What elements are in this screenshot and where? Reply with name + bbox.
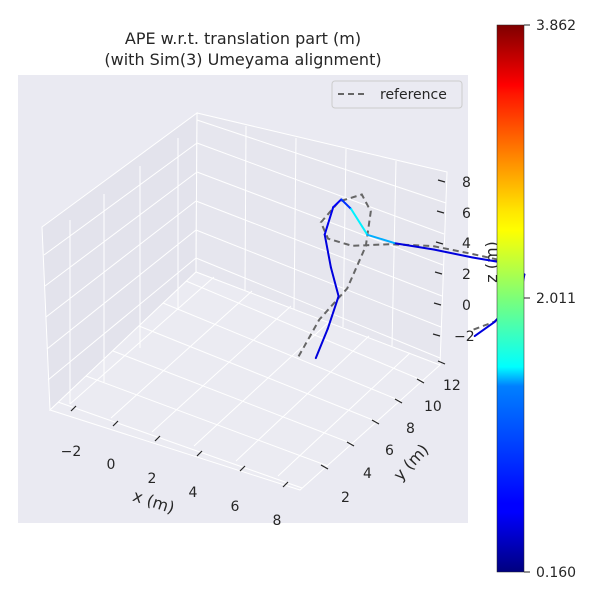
tick-marks	[70, 179, 446, 488]
z-tick-labels: −2 0 2 4 6 8	[454, 175, 475, 345]
chart-title: APE w.r.t. translation part (m)	[125, 29, 361, 48]
colorbar-tick-label-mid: 2.011	[536, 291, 576, 307]
estimate-segment	[323, 206, 335, 236]
estimate-segment	[314, 327, 329, 360]
legend-box	[331, 80, 463, 109]
y-tick-label: 2	[341, 490, 350, 506]
y-tick-label: 12	[443, 378, 461, 394]
pane-group	[41, 112, 448, 491]
colorbar-tick-label-min: 0.160	[536, 565, 576, 581]
z-tick-label: 2	[462, 267, 471, 283]
grid-lines	[43, 119, 447, 489]
y-tick-label: 8	[406, 421, 415, 437]
x-tick-label: 8	[273, 513, 282, 529]
z-tick-label: −2	[454, 329, 475, 345]
estimate-segment	[394, 242, 435, 251]
estimate-segment	[473, 320, 496, 338]
estimate-segment	[350, 208, 369, 236]
estimate-segment	[329, 266, 340, 298]
z-tick-label: 0	[462, 298, 471, 314]
x-tick-label: −2	[61, 444, 82, 460]
y-tick-label: 10	[424, 399, 442, 415]
x-tick-label: 2	[148, 471, 157, 487]
z-axis-label: z (m)	[482, 241, 501, 283]
colorbar: 3.862 2.011 0.160	[496, 18, 576, 581]
legend-label-reference: reference	[380, 87, 447, 103]
x-tick-label: 6	[231, 499, 240, 515]
y-tick-label: 4	[363, 466, 372, 482]
z-tick-label: 4	[462, 236, 471, 252]
x-tick-labels: −2 0 2 4 6 8	[61, 444, 282, 529]
chart-subtitle: (with Sim(3) Umeyama alignment)	[104, 50, 381, 69]
estimate-segment	[432, 248, 474, 259]
estimate-segment	[340, 198, 353, 210]
legend: reference	[331, 80, 463, 109]
estimate-segment	[366, 233, 397, 245]
floor-pane	[49, 271, 441, 491]
z-tick-label: 6	[462, 206, 471, 222]
estimate-segment	[332, 198, 343, 209]
x-tick-label: 4	[189, 485, 198, 501]
colorbar-tick-label-max: 3.862	[536, 18, 576, 34]
x-tick-label: 0	[107, 457, 116, 473]
estimate-segment	[323, 233, 332, 269]
y-tick-label: 6	[385, 443, 394, 459]
colorbar-gradient	[497, 25, 524, 572]
estimate-segment	[326, 295, 340, 330]
z-tick-label: 8	[462, 175, 471, 191]
y-tick-labels: 2 4 6 8 10 12	[341, 378, 461, 506]
